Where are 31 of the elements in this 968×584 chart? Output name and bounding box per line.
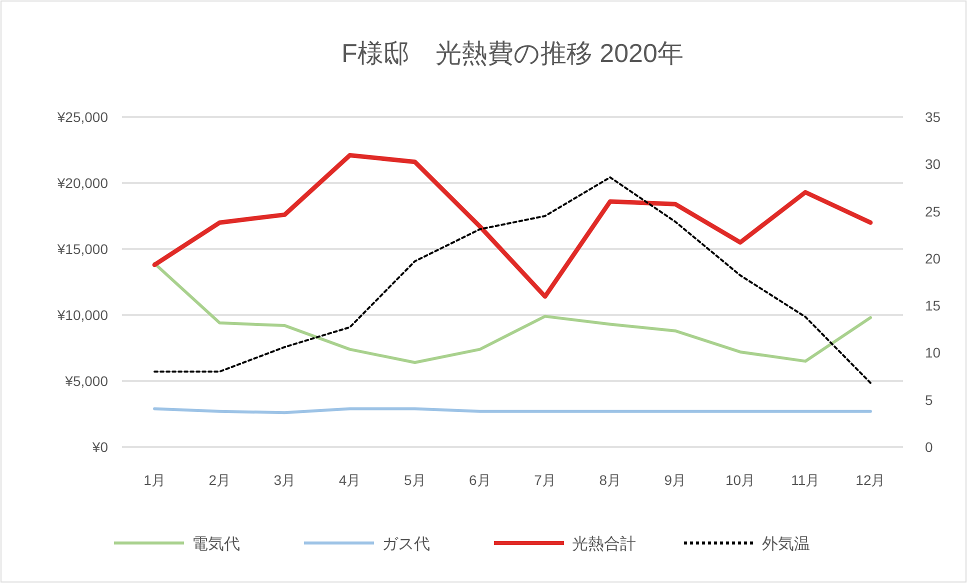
x-tick-label: 1月 [144,472,166,488]
chart-title: F様邸 光熱費の推移 2020年 [342,38,684,68]
x-tick-label: 7月 [534,472,556,488]
x-tick-label: 2月 [208,472,231,488]
y-tick-label: ¥10,000 [56,307,108,323]
x-tick-label: 9月 [664,472,686,488]
y-tick-label: ¥0 [91,439,108,455]
x-tick-label: 3月 [274,472,296,488]
y-tick-label: ¥25,000 [56,109,108,125]
y2-tick-label: 0 [925,439,933,455]
legend-label: 外気温 [762,536,810,553]
y-tick-label: ¥20,000 [56,175,108,191]
y2-tick-label: 15 [925,298,941,314]
y2-tick-label: 30 [925,156,941,172]
x-tick-label: 8月 [599,472,622,488]
x-tick-label: 6月 [469,472,491,488]
y-tick-label: ¥15,000 [56,241,108,257]
legend-label: 電気代 [192,536,240,553]
x-tick-label: 5月 [404,472,426,488]
x-tick-label: 10月 [726,472,756,488]
y2-tick-label: 10 [925,344,941,361]
y2-tick-label: 5 [925,392,933,408]
y2-tick-label: 35 [925,109,941,125]
x-tick-label: 4月 [338,472,361,488]
y2-tick-label: 20 [925,250,941,266]
legend-label: 光熱合計 [572,535,636,553]
legend-label: ガス代 [382,536,430,553]
y2-tick-label: 25 [925,203,941,220]
y-tick-label: ¥5,000 [64,373,108,389]
x-tick-label: 11月 [791,472,820,488]
x-tick-label: 12月 [856,472,886,488]
